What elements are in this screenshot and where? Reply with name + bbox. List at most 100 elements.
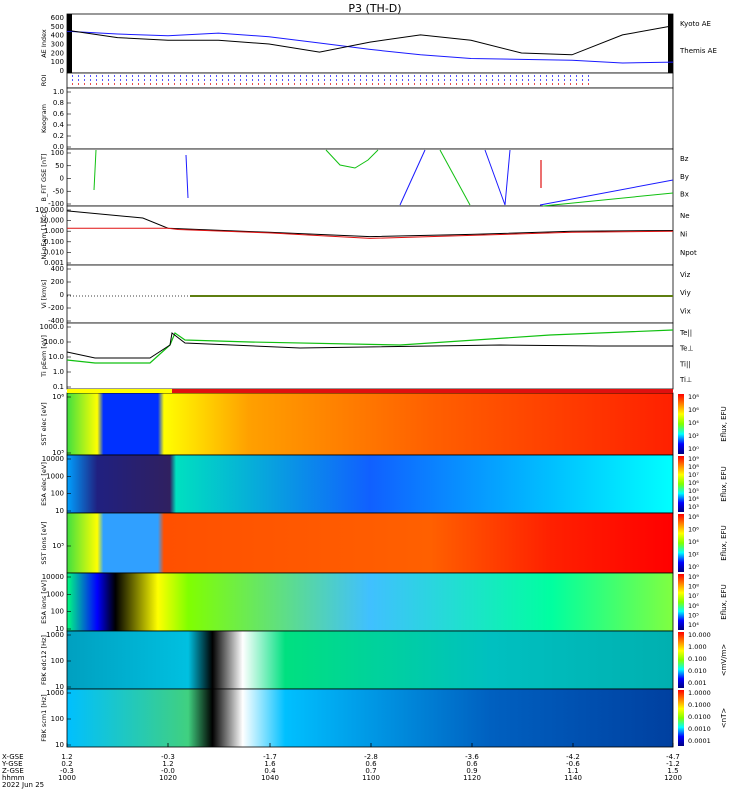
legend-vi: Vix — [680, 307, 691, 315]
ytick-fbk_e: 1000 — [46, 631, 64, 639]
colorbar-tick-esa_i: 10⁹ — [688, 573, 699, 581]
footer-value: 1040 — [261, 774, 279, 782]
bfit-bx — [484, 149, 511, 206]
footer-value: 1.5 — [667, 767, 678, 775]
bfit-by — [325, 149, 379, 169]
footer-row-label: X-GSE — [2, 753, 24, 761]
colorbar-tick-sst_e: 10⁸ — [688, 393, 699, 401]
footer-value: 1000 — [58, 774, 76, 782]
colorbar-tick-esa_e: 10⁴ — [688, 495, 699, 503]
colorbar-tick-esa_e: 10⁵ — [688, 487, 699, 495]
footer-value: -0.3 — [161, 753, 175, 761]
ylabel-esa_e: ESA elec [eV] — [40, 462, 48, 506]
colorbar-label-fbk_b: <nT> — [720, 708, 728, 729]
colorbar-tick-sst_e: 10⁶ — [688, 406, 699, 414]
colorbar-label-esa_e: Eflux, EFU — [720, 466, 728, 501]
colorbar-tick-fbk_b: 0.0001 — [688, 737, 711, 745]
colorbar-tick-sst_i: 10⁰ — [688, 563, 699, 571]
footer-row-label: hhmm — [2, 774, 25, 782]
ytick-bfit: 0 — [60, 175, 64, 183]
footer-value: -0.0 — [161, 767, 175, 775]
ti-tepar — [66, 332, 673, 359]
legend-ae: Kyoto AE — [680, 20, 711, 28]
ylabel-sst_e: SST elec [eV] — [40, 402, 48, 445]
footer-value: -0.6 — [566, 760, 580, 768]
ae-edge-right — [668, 14, 673, 73]
legend-bfit: Bx — [680, 191, 689, 199]
ytick-ti: 1000.0 — [40, 323, 65, 331]
colorbar-fbk_e — [678, 632, 684, 688]
legend-bfit: By — [680, 173, 689, 181]
ytick-vi: 0 — [60, 291, 64, 299]
ti-tipar — [66, 329, 674, 364]
ylabel-sst_i: SST ions [eV] — [40, 521, 48, 564]
footer-value: 0.7 — [365, 767, 376, 775]
colorbar-tick-esa_e: 10⁷ — [688, 471, 699, 479]
ytick-esa_i: 1000 — [46, 590, 64, 598]
ytick-fbk_b: 1000 — [46, 689, 64, 697]
ylabel-fbk_e: FBK edc12 [Hz] — [40, 635, 48, 685]
ytick-ae: 100 — [51, 58, 64, 66]
bfit-bx — [185, 154, 189, 199]
ytick-ae: 200 — [51, 49, 64, 57]
footer-value: 0.4 — [264, 767, 276, 775]
series-line-kyoto-ae — [66, 30, 674, 64]
mode-bar-slow — [67, 389, 172, 393]
footer-value: -1.7 — [263, 753, 277, 761]
legend-ti: Ti⊥ — [679, 376, 692, 384]
footer-value: 1200 — [664, 774, 682, 782]
spectrogram-fbk_e — [67, 631, 673, 689]
colorbar-tick-esa_i: 10⁷ — [688, 592, 699, 600]
colorbar-tick-sst_i: 10⁶ — [688, 526, 699, 534]
colorbar-tick-esa_e: 10⁸ — [688, 463, 699, 471]
colorbar-tick-fbk_e: 1.000 — [688, 643, 707, 651]
ytick-ti: 1.0 — [53, 368, 64, 376]
ytick-esa_e: 1000 — [46, 472, 64, 480]
chart-title: P3 (TH-D) — [348, 2, 401, 15]
colorbar-tick-esa_e: 10³ — [688, 503, 699, 511]
ytick-ni: 100.000 — [35, 206, 64, 214]
footer-row-label: Y-GSE — [1, 760, 23, 768]
footer-value: 1140 — [564, 774, 582, 782]
legend-bfit: Bz — [680, 155, 689, 163]
ylabel-bfit: B_FIT GSE [nT] — [40, 154, 48, 202]
colorbar-tick-fbk_b: 0.0010 — [688, 725, 711, 733]
colorbar-tick-esa_i: 10⁴ — [688, 621, 699, 629]
ytick-ti: 100.0 — [44, 338, 64, 346]
ytick-fbk_e: 100 — [51, 657, 64, 665]
spectrogram-esa_i — [67, 573, 673, 631]
ytick-esa_e: 10 — [55, 507, 64, 515]
footer-value: 0.2 — [61, 760, 72, 768]
footer-value: 1100 — [362, 774, 380, 782]
ytick-ni: 10.000 — [40, 217, 65, 225]
colorbar-tick-sst_e: 10² — [688, 432, 699, 440]
ytick-bfit: -100 — [48, 200, 64, 208]
footer-row-label: 2022 Jun 25 — [2, 781, 44, 789]
panel-frame-fbk_b — [66, 688, 674, 748]
bfit-bx — [399, 149, 426, 206]
footer-value: 1.2 — [162, 760, 173, 768]
ytick-ni: 1.000 — [44, 227, 64, 235]
footer-value: -1.2 — [666, 760, 680, 768]
colorbar-tick-sst_e: 10⁰ — [688, 445, 699, 453]
plot-bg-keogram — [67, 88, 673, 149]
ytick-bfit: -50 — [53, 187, 64, 195]
footer-value: -0.3 — [60, 767, 74, 775]
series-line-ni — [66, 210, 674, 238]
spectrogram-sst_e — [67, 393, 673, 455]
ylabel-vi: Vi [km/s] — [40, 280, 48, 309]
ylabel-ni: Ni pEem [1/cc] — [40, 212, 48, 260]
colorbar-esa_e — [678, 456, 684, 512]
ytick-ti: 10.0 — [48, 353, 64, 361]
ytick-sst_e: 10⁶ — [52, 393, 64, 401]
colorbar-tick-esa_e: 10⁶ — [688, 479, 699, 487]
colorbar-tick-fbk_e: 10.000 — [688, 631, 711, 639]
ytick-esa_i: 10 — [55, 625, 64, 633]
plot-bg-ae — [67, 14, 673, 73]
plot-bg-ni — [67, 206, 673, 265]
footer-value: 0.6 — [365, 760, 377, 768]
colorbar-tick-fbk_e: 0.010 — [688, 667, 707, 675]
